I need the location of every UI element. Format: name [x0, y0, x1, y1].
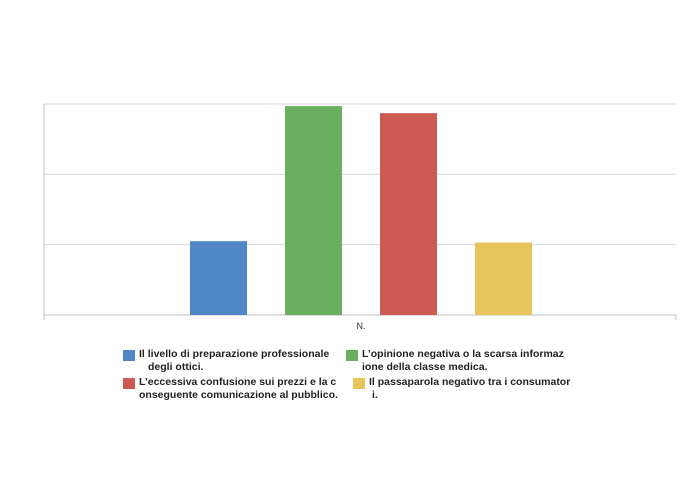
legend-swatch — [346, 350, 358, 361]
legend-label-line-1: Il livello di preparazione professionale — [139, 348, 330, 360]
legend-swatch — [353, 378, 365, 389]
bar-chart: N. — [43, 103, 677, 331]
legend-item: Il passaparola negativo tra i consumator… — [350, 376, 575, 401]
legend-label-line-2: ione della classe medica. — [362, 360, 488, 373]
bar — [380, 113, 437, 315]
bar — [285, 106, 342, 315]
legend-item: L’opinione negativa o la scarsa informaz… — [343, 348, 568, 373]
bar — [190, 241, 247, 315]
x-category-label: N. — [357, 321, 366, 331]
legend-item: Il livello di preparazione professionale… — [120, 348, 345, 373]
legend-label-line-2: i. — [372, 388, 378, 401]
legend-label-line-2: degli ottici. — [148, 360, 204, 373]
legend-label-line-1: L’eccessiva confusione sui prezzi e la c — [139, 376, 337, 388]
legend-label-line-1: Il passaparola negativo tra i consumator — [369, 376, 571, 388]
axes — [43, 104, 677, 320]
legend-item: L’eccessiva confusione sui prezzi e la c… — [120, 376, 345, 401]
legend-label-line-1: L’opinione negativa o la scarsa informaz — [362, 348, 564, 360]
legend-swatch — [123, 378, 135, 389]
legend-swatch — [123, 350, 135, 361]
bar — [475, 242, 532, 315]
bars — [190, 106, 532, 315]
gridlines — [44, 103, 676, 246]
legend-label-line-2: onseguente comunicazione al pubblico. — [139, 388, 338, 401]
